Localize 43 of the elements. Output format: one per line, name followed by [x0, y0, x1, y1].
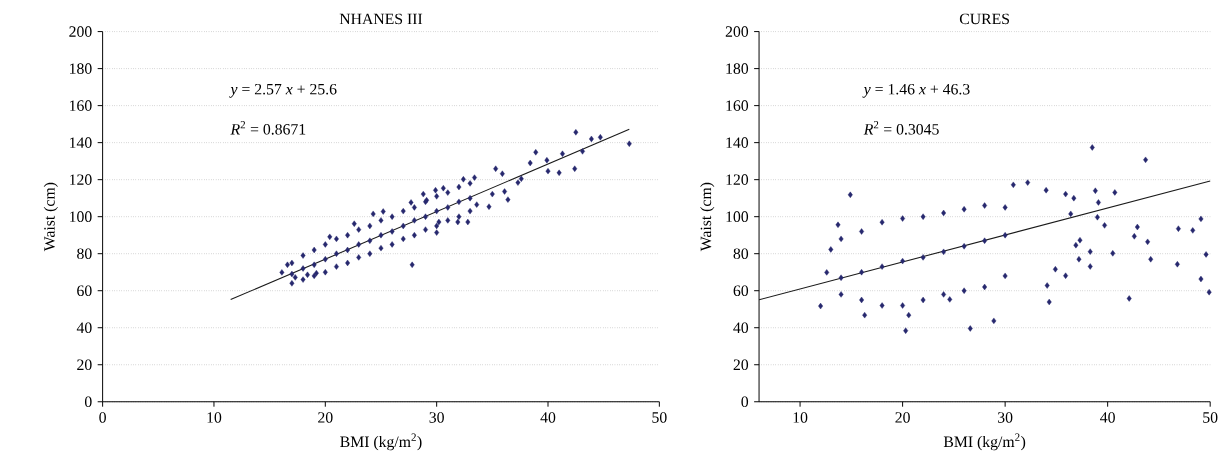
- y-axis-title: Waist (cm): [700, 182, 715, 252]
- y-tick-label: 80: [733, 248, 749, 260]
- y-tick-label: 140: [726, 137, 749, 149]
- y-tick-label: 100: [70, 211, 92, 223]
- y-tick-label: 40: [76, 322, 92, 334]
- y-tick-label: 80: [77, 248, 92, 260]
- x-tick-label: 40: [540, 412, 556, 423]
- y-tick-label: 60: [733, 285, 749, 297]
- x-axis-title: BMI (kg/m$^{2}$): [340, 433, 422, 451]
- x-tick-label: 50: [652, 412, 667, 423]
- chart-title: NHANES III: [339, 13, 423, 25]
- x-tick-label: 10: [793, 412, 808, 423]
- x-tick-label: 50: [1203, 412, 1218, 423]
- y-tick-label: 0: [84, 396, 92, 408]
- annotation: R$^{2}$ = 0.3045: [863, 121, 939, 135]
- y-tick-label: 60: [77, 285, 92, 297]
- x-tick-label: 30: [429, 412, 444, 423]
- x-tick-label: 40: [1100, 412, 1115, 423]
- y-tick-label: 120: [726, 174, 749, 186]
- y-tick-label: 40: [733, 322, 749, 334]
- x-tick-label: 10: [207, 412, 222, 423]
- chart-title: CURES: [959, 13, 1009, 25]
- x-tick-label: 20: [318, 412, 333, 423]
- x-axis-title: BMI (kg/m$^{2}$): [943, 433, 1026, 451]
- y-tick-label: 160: [70, 100, 92, 111]
- y-tick-label: 0: [741, 396, 749, 408]
- x-tick-label: 0: [99, 412, 106, 423]
- y-tick-label: 100: [726, 211, 749, 223]
- y-tick-label: 20: [733, 359, 749, 371]
- x-tick-label: 30: [998, 412, 1013, 423]
- annotation: y = 2.57 x + 25.6: [229, 83, 337, 98]
- annotation: y = 1.46 x + 46.3: [862, 83, 970, 98]
- y-tick-label: 180: [726, 63, 749, 74]
- y-tick-label: 20: [77, 359, 92, 371]
- y-tick-label: 160: [726, 100, 749, 111]
- y-tick-label: 140: [70, 137, 92, 149]
- x-tick-label: 20: [895, 412, 910, 423]
- y-axis-title: Waist (cm): [43, 182, 58, 252]
- y-tick-label: 120: [70, 174, 92, 186]
- annotation: R$^{2}$ = 0.8671: [230, 121, 306, 135]
- y-tick-label: 180: [70, 63, 92, 74]
- y-tick-label: 200: [69, 26, 92, 37]
- y-tick-label: 200: [725, 26, 749, 37]
